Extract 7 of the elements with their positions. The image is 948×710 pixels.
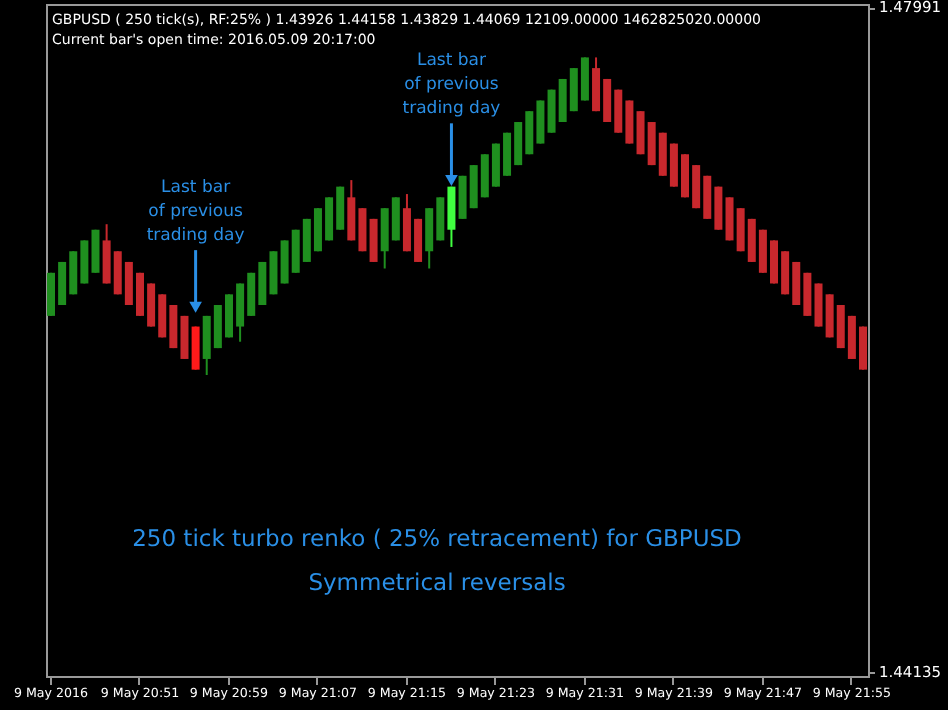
candlestick xyxy=(191,325,200,371)
candlestick xyxy=(447,185,456,248)
candlestick xyxy=(369,217,378,263)
annotation: 250 tick turbo renko ( 25% retracement) for GBPUSD xyxy=(132,524,743,552)
annotation: Symmetrical reversals xyxy=(308,568,566,596)
annotation: Last bar of previous trading day xyxy=(146,178,245,247)
annotation: Last bar of previous trading day xyxy=(402,51,501,120)
